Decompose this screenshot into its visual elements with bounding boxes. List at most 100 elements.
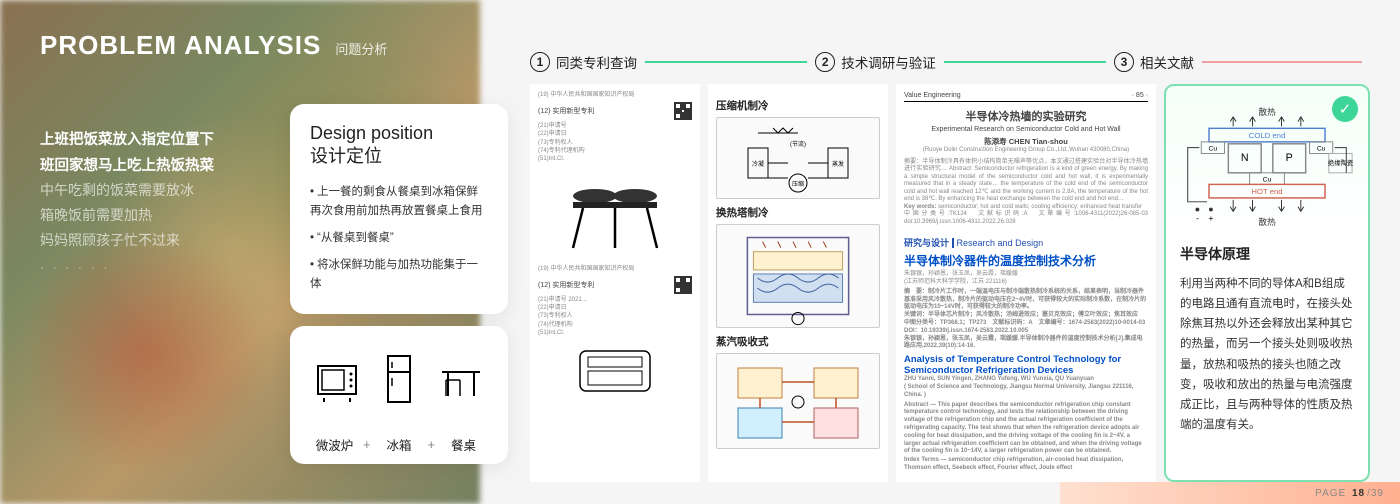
page-total: 39 bbox=[1371, 488, 1384, 499]
scenario-text: 上班把饭菜放入指定位置下 班回家想马上吃上热饭热菜 中午吃剩的饭菜需要放冰 箱晚… bbox=[40, 128, 214, 278]
section-tag: 研究与设计 bbox=[904, 238, 949, 248]
patent-meta: (21)申请号(22)申请日(73)专利权人(74)专利代理机构(51)Int.… bbox=[538, 122, 692, 164]
title-zh: 问题分析 bbox=[335, 39, 387, 58]
page-label: PAGE bbox=[1315, 488, 1346, 499]
icon-label: 微波炉 bbox=[306, 435, 363, 454]
tech-column: 压缩机制冷 冷凝 蒸发 压缩 (节流) 换热塔制冷 蒸汽吸收式 bbox=[708, 84, 888, 482]
affiliation: (Ruoye Dolin Construction Engineering Gr… bbox=[904, 147, 1148, 155]
svg-text:Cu: Cu bbox=[1317, 146, 1326, 153]
principle-title: 半导体原理 bbox=[1180, 244, 1354, 264]
affiliation: (江苏师范科大科学学院，江苏 221116) bbox=[904, 279, 1148, 287]
svg-text:Cu: Cu bbox=[1263, 177, 1272, 184]
svg-text:-: - bbox=[1196, 213, 1199, 223]
svg-text:绝缘陶瓷: 绝缘陶瓷 bbox=[1328, 158, 1353, 167]
icon-label: 餐桌 bbox=[435, 435, 492, 454]
page-footer: PAGE 18 / 39 bbox=[1060, 482, 1400, 504]
table-icon bbox=[436, 352, 486, 408]
patent-header: (19) 中华人民共和国国家知识产权局 bbox=[538, 266, 692, 274]
plus-icon: + bbox=[427, 437, 435, 452]
section-en: Research and Design bbox=[952, 238, 1044, 248]
diagram-tower bbox=[716, 224, 880, 328]
patent-figure bbox=[538, 338, 692, 408]
patent-header: (19) 中华人民共和国国家知识产权局 bbox=[538, 92, 692, 100]
abstract: 摘要：半导体制冷具有体积小结构简单无噪声等优点，本文通过搭建实验台对半导体冷热墙… bbox=[904, 159, 1148, 227]
patent-figure bbox=[538, 168, 692, 260]
bullet: “从餐桌到餐桌” bbox=[310, 229, 488, 248]
svg-text:P: P bbox=[1286, 152, 1293, 164]
qr-icon bbox=[674, 276, 692, 294]
step-connector bbox=[1202, 61, 1362, 63]
bullet: 上一餐的剩食从餐桌到冰箱保鲜 再次食用前加热再放置餐桌上食用 bbox=[310, 183, 488, 221]
index-terms: Index Terms — semiconductor chip refrige… bbox=[904, 457, 1148, 473]
step-3: 3 相关文献 bbox=[1114, 52, 1194, 72]
subheading: 换热塔制冷 bbox=[716, 205, 880, 220]
step-label: 相关文献 bbox=[1140, 52, 1194, 72]
qr-icon bbox=[674, 102, 692, 120]
patent-meta: (21)申请号 2021…(22)申请日(73)专利权人(74)代理机构(51)… bbox=[538, 296, 692, 338]
author: 陈添寿 CHEN Tian-shou bbox=[904, 136, 1148, 147]
subheading: 蒸汽吸收式 bbox=[716, 334, 880, 349]
step-2: 2 技术调研与验证 bbox=[815, 52, 936, 72]
paper-title-en: Analysis of Temperature Control Technolo… bbox=[904, 354, 1148, 376]
icon-label: 冰箱 bbox=[371, 435, 428, 454]
step-connector bbox=[944, 61, 1106, 63]
paper-title: 半导体制冷器件的温度控制技术分析 bbox=[904, 252, 1148, 269]
svg-text:冷凝: 冷凝 bbox=[752, 160, 764, 168]
card-title: Design position 设计定位 bbox=[310, 122, 488, 169]
scenario-line: 箱晚饭前需要加热 bbox=[40, 204, 214, 228]
diagram-absorption bbox=[716, 353, 880, 449]
abstract-zh: 摘 要：制冷片工作时，一端温电压与制冷端散热制冷系统的关系，结果表明，当制冷器件… bbox=[904, 289, 1148, 351]
scenario-line: 妈妈照顾孩子忙不过来 bbox=[40, 229, 214, 253]
step-number: 2 bbox=[815, 52, 835, 72]
fridge-icon bbox=[374, 352, 424, 408]
patent-column: (19) 中华人民共和国国家知识产权局 (12) 实用新型专利 (21)申请号(… bbox=[530, 84, 700, 482]
step-label: 技术调研与验证 bbox=[841, 52, 936, 72]
icon-equation-card: 微波炉 + 冰箱 + 餐桌 bbox=[290, 326, 508, 464]
svg-text:Cu: Cu bbox=[1209, 146, 1218, 153]
svg-text:散热: 散热 bbox=[1258, 216, 1276, 227]
research-panels: (19) 中华人民共和国国家知识产权局 (12) 实用新型专利 (21)申请号(… bbox=[530, 84, 1370, 482]
paper-title: 半导体冷热墙的实验研究 bbox=[904, 108, 1148, 124]
abstract-en: Abstract — This paper describes the semi… bbox=[904, 402, 1148, 457]
page-title: PROBLEM ANALYSIS 问题分析 bbox=[40, 30, 387, 61]
journal-name: Value Engineering bbox=[904, 92, 961, 99]
svg-text:COLD end: COLD end bbox=[1249, 131, 1285, 140]
principle-body: 利用当两种不同的导体A和B组成的电路且通有直流电时，在接头处除焦耳热以外还会释放… bbox=[1180, 274, 1354, 435]
page-num: · 85 · bbox=[1132, 92, 1148, 99]
step-number: 3 bbox=[1114, 52, 1134, 72]
svg-text:(节流): (节流) bbox=[790, 140, 806, 148]
svg-text:HOT end: HOT end bbox=[1251, 187, 1282, 196]
paper-title-en: Experimental Research on Semiconductor C… bbox=[904, 126, 1148, 133]
svg-text:蒸发: 蒸发 bbox=[832, 160, 844, 168]
diagram-compressor: 冷凝 蒸发 压缩 (节流) bbox=[716, 117, 880, 199]
title-en: PROBLEM ANALYSIS bbox=[40, 30, 321, 61]
principle-column: ✓ 散热 COLD end Cu Cu N P Cu HOT end 散热 绝缘… bbox=[1164, 84, 1370, 482]
step-1: 1 同类专利查询 bbox=[530, 52, 637, 72]
svg-text:压缩: 压缩 bbox=[792, 180, 804, 188]
svg-text:+: + bbox=[1208, 213, 1213, 223]
patent-type: (12) 实用新型专利 bbox=[538, 280, 594, 290]
ellipsis: · · · · · · bbox=[40, 259, 214, 278]
scenario-line: 中午吃剩的饭菜需要放冰 bbox=[40, 179, 214, 203]
svg-text:散热: 散热 bbox=[1258, 106, 1276, 117]
microwave-icon bbox=[312, 352, 362, 408]
authors-en: ZHU Yanni, SUN Yingen, ZHANG Yufeng, WU … bbox=[904, 376, 1148, 384]
page-current: 18 bbox=[1352, 488, 1365, 499]
scenario-line: 班回家想马上吃上热饭热菜 bbox=[40, 154, 214, 179]
step-number: 1 bbox=[530, 52, 550, 72]
design-position-card: Design position 设计定位 上一餐的剩食从餐桌到冰箱保鲜 再次食用… bbox=[290, 104, 508, 314]
svg-text:N: N bbox=[1241, 152, 1249, 164]
authors: 朱银银，孙颖恩，张玉凤，吴云霞，瑶媛媛 bbox=[904, 271, 1148, 279]
step-label: 同类专利查询 bbox=[556, 52, 637, 72]
scenario-line: 上班把饭菜放入指定位置下 bbox=[40, 128, 214, 153]
affiliation-en: ( School of Science and Technology, Jian… bbox=[904, 384, 1148, 400]
steps-row: 1 同类专利查询 2 技术调研与验证 3 相关文献 bbox=[530, 52, 1370, 72]
check-icon: ✓ bbox=[1332, 96, 1358, 122]
literature-column: Value Engineering · 85 · 半导体冷热墙的实验研究 Exp… bbox=[896, 84, 1156, 482]
label-row: 微波炉 + 冰箱 + 餐桌 bbox=[306, 435, 492, 454]
subheading: 压缩机制冷 bbox=[716, 98, 880, 113]
icon-row bbox=[306, 340, 492, 408]
peltier-diagram: 散热 COLD end Cu Cu N P Cu HOT end 散热 绝缘陶瓷… bbox=[1180, 102, 1354, 232]
bullet: 将冰保鲜功能与加热功能集于一体 bbox=[310, 256, 488, 294]
step-connector bbox=[645, 61, 807, 63]
